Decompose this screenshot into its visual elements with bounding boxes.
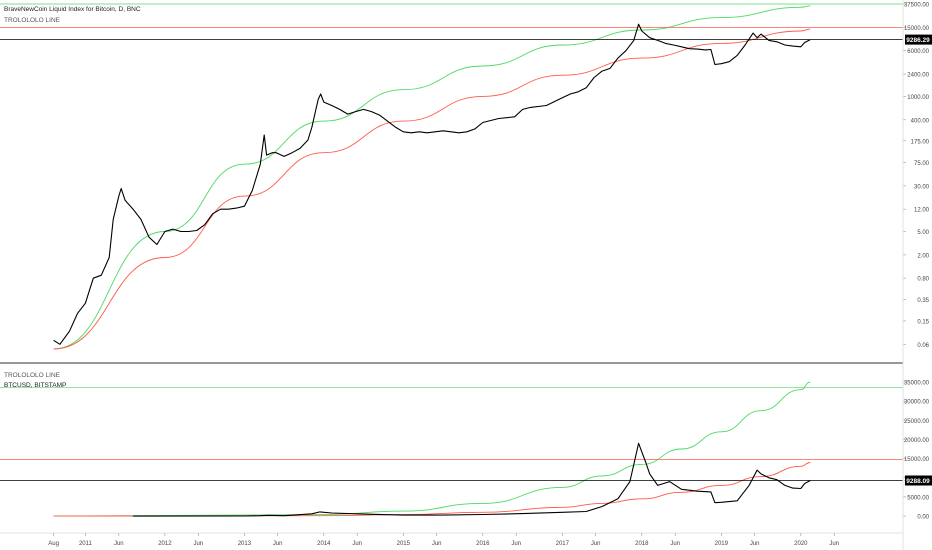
xtick-label: Jun (829, 541, 839, 547)
top-ytick-label: 400.00 (911, 118, 930, 124)
top-ytick-label: 1000.00 (907, 95, 929, 101)
bottom-ytick-label: 20000.00 (904, 438, 930, 444)
bottom-price-line (133, 442, 811, 517)
xtick-label: 2019 (715, 541, 729, 547)
bottom-chart-title: BTCUSD, BITSTAMP (4, 382, 66, 389)
bottom-ytick-label: 25000.00 (904, 419, 930, 425)
bottom-ytick-label: 15000.00 (904, 457, 930, 463)
bottom-ytick-label: 5000.00 (907, 495, 929, 501)
bottom-last-price-label: 9288.09 (906, 478, 930, 485)
top-last-price-label: 9286.29 (906, 37, 930, 44)
top-ytick-label: 0.06 (917, 343, 929, 349)
top-price-line (53, 23, 811, 345)
xtick-label: 2013 (238, 541, 252, 547)
top-ytick-label: 30.00 (914, 184, 930, 190)
top-ytick-label: 6000.00 (907, 49, 929, 55)
bottom-lower-band-line (53, 462, 811, 517)
xtick-label: 2016 (476, 541, 490, 547)
xtick-label: 2012 (158, 541, 172, 547)
xtick-label: Jun (511, 541, 521, 547)
top-ytick-label: 0.15 (917, 319, 929, 325)
xtick-label: Jun (750, 541, 760, 547)
top-indicator-label[interactable]: TROLOLOLO LINE (4, 17, 61, 24)
bottom-ytick-label: 35000.00 (904, 381, 930, 387)
top-ytick-label: 15000.00 (904, 26, 930, 32)
top-ytick-label: 2.00 (917, 253, 929, 259)
top-trololo-bands (53, 5, 811, 350)
xtick-label: Jun (114, 541, 124, 547)
xtick-label: 2017 (556, 541, 570, 547)
xtick-label: 2020 (794, 541, 808, 547)
top-horizontal-lines (0, 3, 903, 40)
bottom-upper-band-line (53, 381, 811, 517)
bottom-indicator-label[interactable]: TROLOLOLO LINE (4, 372, 61, 379)
xtick-label: Jun (352, 541, 362, 547)
top-ytick-label: 0.35 (917, 298, 929, 304)
top-chart-title: BraveNewCoin Liquid Index for Bitcoin, D… (4, 6, 141, 13)
top-price-series (53, 23, 811, 345)
top-ytick-label: 5.00 (917, 230, 929, 236)
top-last-price-badge: 9286.29 (905, 34, 932, 45)
xtick-label: Jun (591, 541, 601, 547)
xtick-label: Aug (48, 541, 59, 547)
bottom-trololo-bands (53, 381, 811, 517)
bottom-last-price-badge: 9288.09 (905, 475, 932, 486)
xtick-label: 2018 (635, 541, 649, 547)
xtick-label: Jun (670, 541, 680, 547)
top-ytick-label: 0.80 (917, 277, 929, 283)
time-axis[interactable]: Aug 2011 Jun 2012 Jun 2013 Jun 2014 Jun 2015 Jun 20… (48, 533, 839, 547)
bottom-ytick-label: 30000.00 (904, 400, 930, 406)
bottom-horizontal-lines (0, 387, 903, 481)
bottom-price-series (133, 442, 811, 517)
xtick-label: 2015 (397, 541, 411, 547)
xtick-label: Jun (432, 541, 442, 547)
top-ytick-label: 37500.00 (904, 3, 930, 9)
top-upper-band-line (53, 5, 811, 350)
xtick-label: 2014 (317, 541, 331, 547)
top-price-axis[interactable]: 37500.00 15000.00 6000.00 2400.00 1000.00 400… (903, 3, 930, 349)
top-lower-band-line (53, 28, 811, 350)
top-ytick-label: 12.00 (914, 208, 930, 214)
xtick-label: Jun (193, 541, 203, 547)
bottom-ytick-label: 0.00 (917, 515, 929, 521)
top-ytick-label: 175.00 (911, 139, 930, 145)
top-ytick-label: 2400.00 (907, 73, 929, 79)
top-ytick-label: 75.00 (914, 161, 930, 167)
xtick-label: 2011 (79, 541, 93, 547)
xtick-label: Jun (273, 541, 283, 547)
